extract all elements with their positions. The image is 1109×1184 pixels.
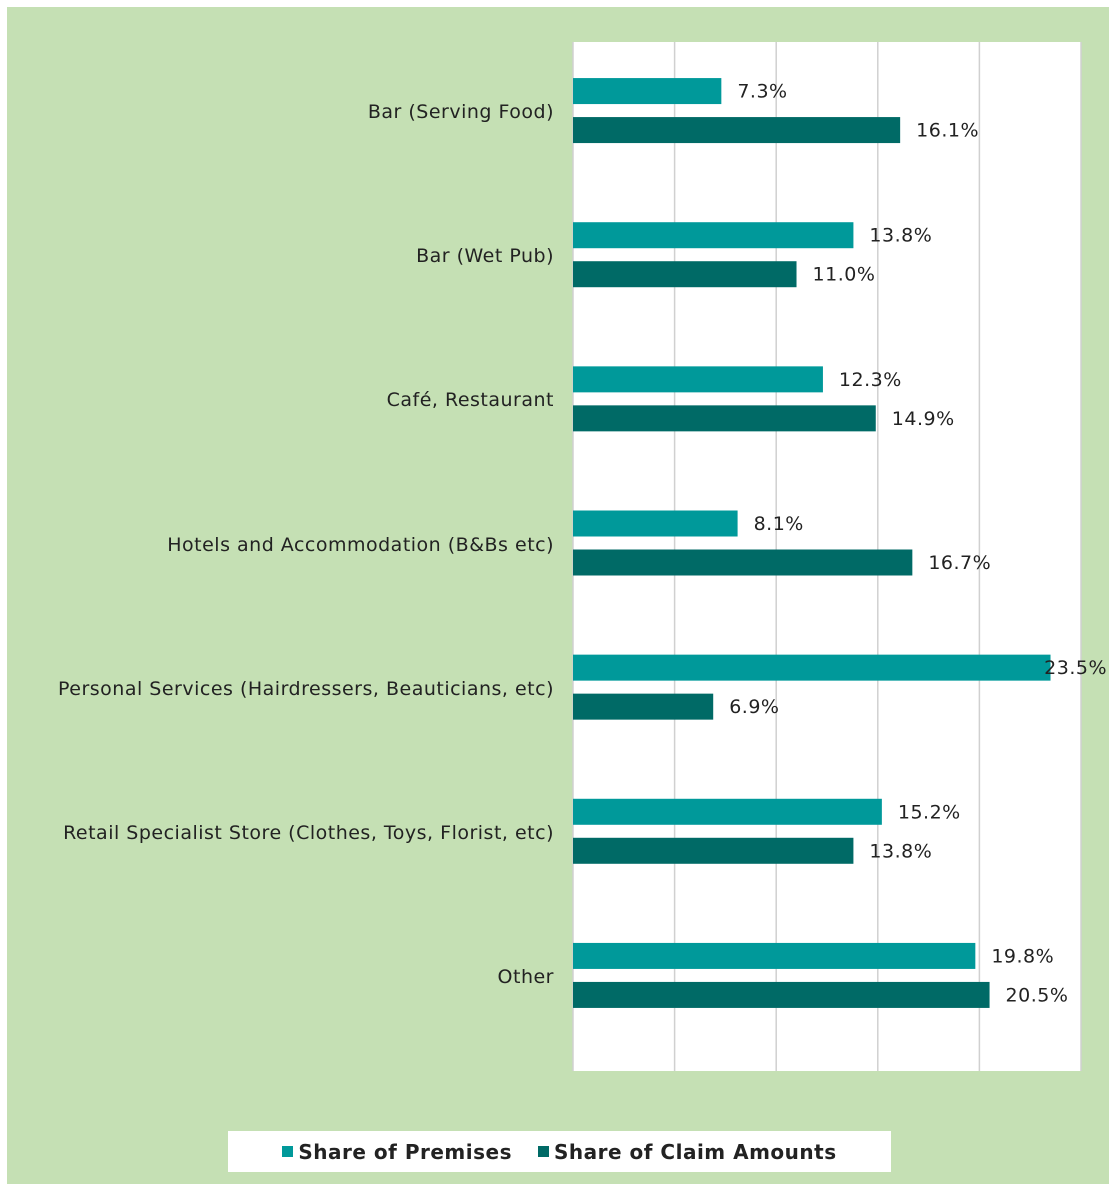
category-label: Bar (Serving Food) <box>54 97 554 127</box>
value-label: 23.5% <box>1044 657 1107 679</box>
bar <box>573 654 1051 681</box>
value-label: 19.8% <box>991 945 1054 967</box>
bar <box>573 261 797 288</box>
bar <box>573 222 854 249</box>
bar <box>573 510 738 537</box>
bar <box>573 405 876 432</box>
bar <box>573 549 913 576</box>
category-label: Bar (Wet Pub) <box>54 241 554 271</box>
legend-item: Share of Claim Amounts <box>537 1139 837 1164</box>
legend-label: Share of Premises <box>298 1139 512 1164</box>
value-label: 6.9% <box>729 696 779 718</box>
category-text: Café, Restaurant <box>386 389 554 412</box>
bar <box>573 366 823 393</box>
category-label: Café, Restaurant <box>54 385 554 415</box>
category-text: Personal Services (Hairdressers, Beautic… <box>57 677 554 700</box>
legend-item: Share of Premises <box>282 1140 512 1164</box>
category-text: Bar (Wet Pub) <box>416 245 554 268</box>
bar <box>573 837 854 864</box>
value-label: 8.1% <box>754 513 804 535</box>
category-label: Retail Specialist Store (Clothes, Toys, … <box>54 818 554 848</box>
value-label: 13.8% <box>869 840 932 862</box>
category-text: Hotels and Accommodation (B&Bs etc) <box>167 533 554 556</box>
value-label: 13.8% <box>869 225 932 247</box>
value-label: 16.7% <box>928 552 991 574</box>
value-label: 15.2% <box>898 801 961 823</box>
value-label: 20.5% <box>1006 984 1069 1006</box>
legend-swatch <box>282 1146 294 1157</box>
value-label: 16.1% <box>916 120 979 142</box>
category-label: Personal Services (Hairdressers, Beautic… <box>54 674 554 704</box>
value-label: 12.3% <box>839 369 902 391</box>
category-text: Bar (Serving Food) <box>367 101 554 124</box>
category-text: Other <box>497 965 554 988</box>
category-label: Other <box>54 962 554 992</box>
legend-swatch <box>537 1146 549 1157</box>
bar <box>573 78 722 105</box>
bar <box>573 981 990 1008</box>
category-text: Retail Specialist Store (Clothes, Toys, … <box>63 821 554 844</box>
category-label: Hotels and Accommodation (B&Bs etc) <box>54 530 554 560</box>
legend-label: Share of Claim Amounts <box>553 1139 837 1164</box>
legend: Share of Premises Share of Claim Amounts <box>228 1131 891 1172</box>
value-label: 14.9% <box>892 408 955 430</box>
bar <box>573 798 882 825</box>
bar <box>573 117 901 144</box>
bar <box>573 693 714 720</box>
value-label: 11.0% <box>813 264 876 286</box>
bar <box>573 942 976 969</box>
value-label: 7.3% <box>737 81 787 103</box>
